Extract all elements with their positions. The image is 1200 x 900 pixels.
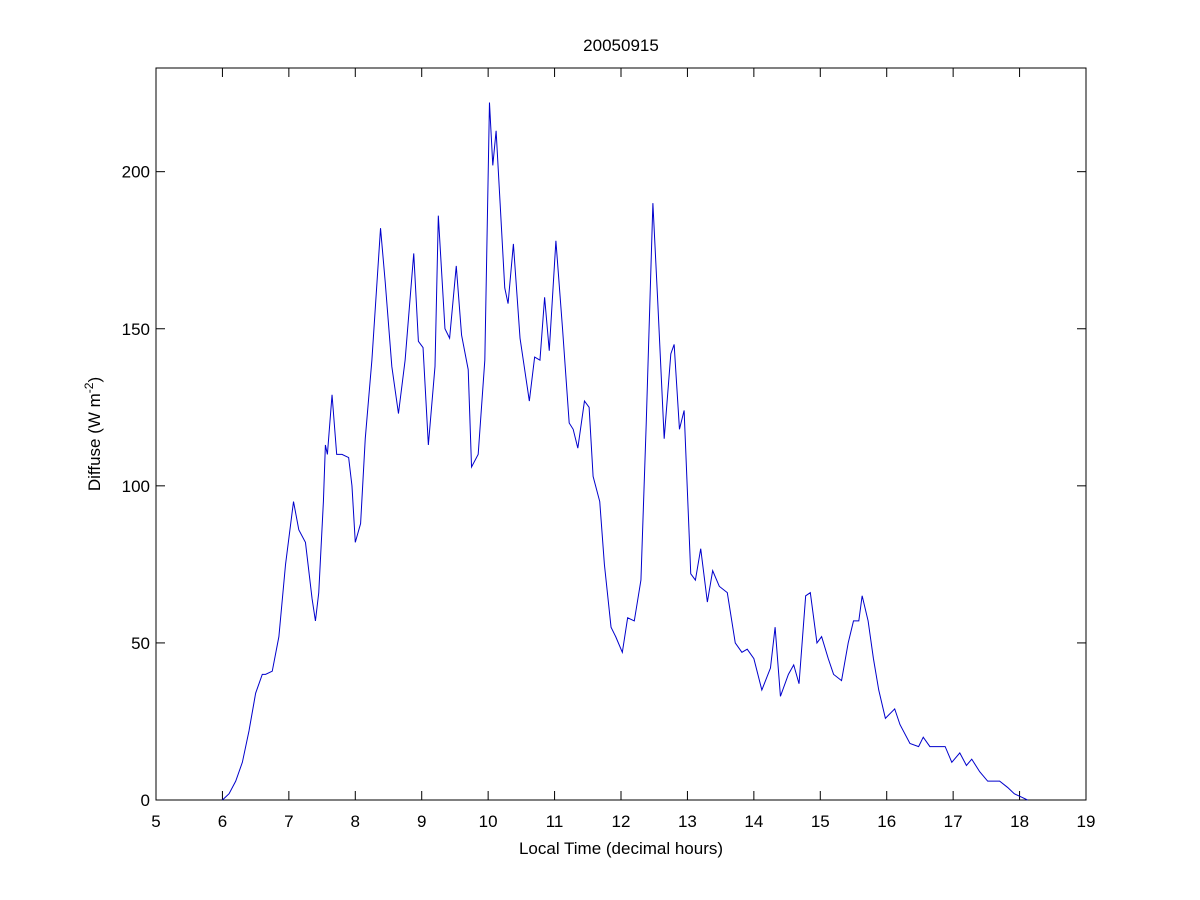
y-axis-label: Diffuse (W m-2) xyxy=(82,377,104,491)
y-label-text: Diffuse (W m xyxy=(85,393,104,491)
y-tick-label: 200 xyxy=(122,163,150,182)
x-tick-label: 14 xyxy=(744,812,763,831)
y-label-end: ) xyxy=(85,377,104,383)
x-tick-label: 6 xyxy=(218,812,227,831)
x-tick-label: 19 xyxy=(1077,812,1096,831)
y-tick-label: 100 xyxy=(122,477,150,496)
x-tick-label: 12 xyxy=(612,812,631,831)
x-tick-label: 11 xyxy=(546,812,564,831)
y-tick-label: 0 xyxy=(141,791,150,810)
x-tick-label: 7 xyxy=(284,812,293,831)
x-tick-label: 15 xyxy=(811,812,830,831)
x-tick-label: 5 xyxy=(151,812,160,831)
x-tick-label: 13 xyxy=(678,812,697,831)
y-tick-label: 50 xyxy=(131,634,150,653)
x-tick-label: 9 xyxy=(417,812,426,831)
y-tick-label: 150 xyxy=(122,320,150,339)
y-label-sup: -2 xyxy=(82,382,96,393)
x-tick-label: 16 xyxy=(877,812,896,831)
x-tick-label: 17 xyxy=(944,812,963,831)
x-tick-label: 8 xyxy=(351,812,360,831)
chart-title: 20050915 xyxy=(583,36,659,55)
x-axis-label: Local Time (decimal hours) xyxy=(519,839,723,858)
x-tick-label: 10 xyxy=(479,812,498,831)
x-tick-label: 18 xyxy=(1010,812,1029,831)
data-line xyxy=(222,102,1028,801)
